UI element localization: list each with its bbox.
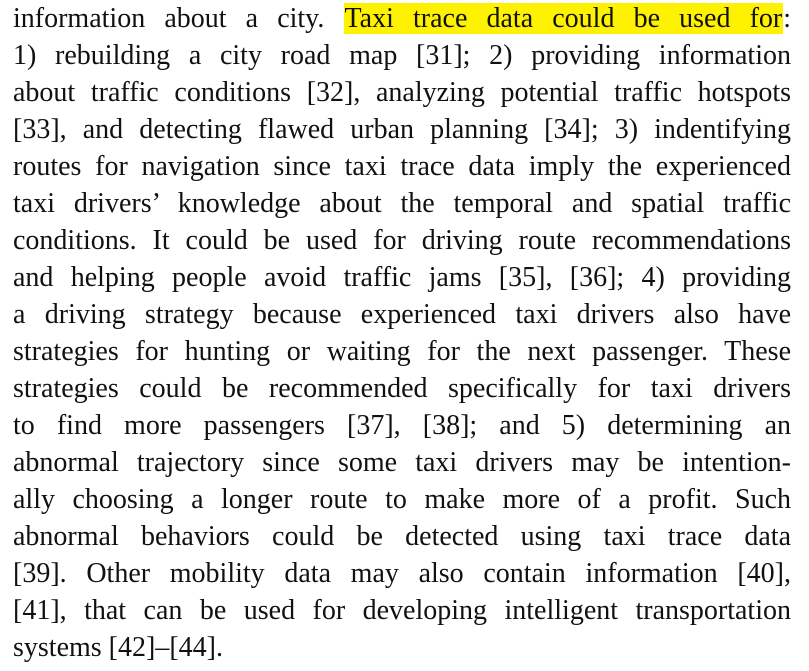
text-line-14: ally choosing a longer route to make mor…	[13, 484, 791, 515]
text-line-9: a driving strategy because experienced t…	[13, 299, 791, 330]
text-line-8: and helping people avoid traffic jams [3…	[13, 262, 791, 293]
text-line-17: [41], that can be used for developing in…	[13, 595, 791, 626]
text-line-15: abnormal behaviors could be detected usi…	[13, 521, 791, 552]
text-line-3: about traffic conditions [32], analyzing…	[13, 77, 791, 108]
text-line-13: abnormal trajectory since some taxi driv…	[13, 447, 791, 478]
text-line-2: 1) rebuilding a city road map [31]; 2) p…	[13, 40, 791, 71]
text-line-5: routes for navigation since taxi trace d…	[13, 151, 791, 182]
text-line-1-pre: information about a city.	[13, 3, 325, 34]
text-line-4: [33], and detecting flawed urban plannin…	[13, 114, 791, 145]
paper-paragraph: information about a city. Taxi trace dat…	[13, 0, 791, 666]
text-line-7: conditions. It could be used for driving…	[13, 225, 791, 256]
text-line-18: systems [42]–[44].	[13, 632, 223, 663]
text-line-10: strategies for hunting or waiting for th…	[13, 336, 791, 367]
text-line-12: to find more passengers [37], [38]; and …	[13, 410, 791, 441]
text-line-11: strategies could be recommended specific…	[13, 373, 791, 404]
text-line-1-post: :	[783, 3, 792, 34]
text-line-6: taxi drivers’ knowledge about the tempor…	[13, 188, 791, 219]
text-line-1: information about a city. Taxi trace dat…	[13, 0, 791, 37]
highlighted-text: Taxi trace data could be used for	[343, 3, 784, 34]
text-line-16: [39]. Other mobility data may also conta…	[13, 558, 791, 589]
